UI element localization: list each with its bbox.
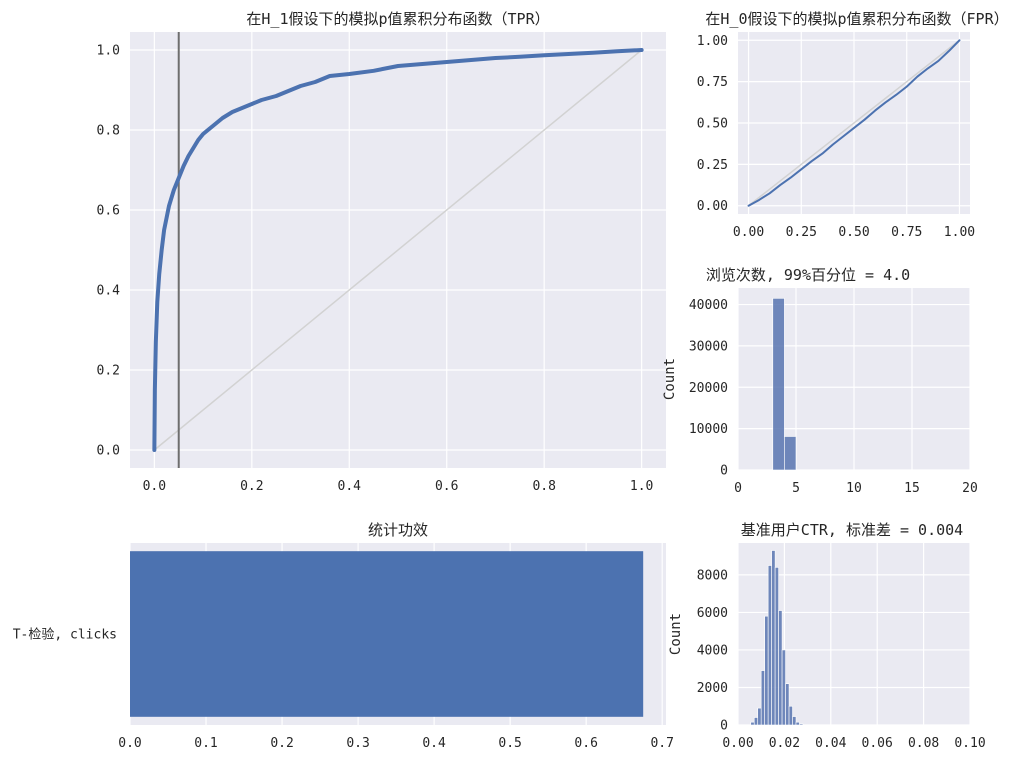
chart-title: 在H_1假设下的模拟p值累积分布函数（TPR） bbox=[246, 10, 549, 28]
histogram-bar bbox=[774, 567, 779, 726]
y-tick-label: 0 bbox=[720, 719, 728, 734]
x-tick-label: 10 bbox=[846, 481, 862, 496]
histogram-bar bbox=[781, 649, 786, 726]
y-axis-label: Count bbox=[662, 358, 678, 400]
x-tick-label: 0.2 bbox=[270, 736, 293, 751]
x-tick-label: 0.1 bbox=[194, 736, 217, 751]
y-axis-label: Count bbox=[668, 613, 684, 655]
chart-title: 基准用户CTR, 标准差 = 0.004 bbox=[741, 521, 963, 539]
chart-title: 浏览次数, 99%百分位 = 4.0 bbox=[706, 266, 910, 284]
y-tick-label: 20000 bbox=[689, 381, 728, 396]
x-tick-label: 1.0 bbox=[630, 479, 653, 494]
x-tick-label: 20 bbox=[962, 481, 978, 496]
y-tick-label: 8000 bbox=[697, 568, 728, 583]
histogram-bar bbox=[764, 615, 769, 726]
y-tick-label: 30000 bbox=[689, 339, 728, 354]
histogram-bar bbox=[772, 298, 785, 471]
x-tick-label: 0.0 bbox=[143, 479, 166, 494]
reference-diagonal-line bbox=[153, 49, 643, 451]
y-tick-label: 10000 bbox=[689, 422, 728, 437]
histogram-bar bbox=[771, 550, 776, 726]
chart-fpr: 在H_0假设下的模拟p值累积分布函数（FPR） 0.00 0.25 0.50 0.75 1… bbox=[697, 10, 1009, 240]
y-tick-label: 1.0 bbox=[97, 44, 120, 59]
chart-ctr: 基准用户CTR, 标准差 = 0.004 0.00 0.02 0.04 0.06 0.08… bbox=[668, 521, 986, 751]
y-tick-label: 4000 bbox=[697, 643, 728, 658]
y-tick-label: 0.00 bbox=[697, 199, 728, 214]
x-tick-label: 0.75 bbox=[891, 225, 922, 240]
x-tick-label: 0.4 bbox=[422, 736, 446, 751]
x-tick-label: 0.2 bbox=[240, 479, 263, 494]
x-tick-label: 0.00 bbox=[733, 225, 764, 240]
x-tick-label: 0.06 bbox=[862, 736, 893, 751]
x-tick-label: 0.04 bbox=[815, 736, 846, 751]
category-label: T-检验, clicks bbox=[13, 627, 117, 643]
x-tick-label: 0.8 bbox=[532, 479, 555, 494]
y-tick-label: 0.75 bbox=[697, 75, 728, 90]
y-tick-label: 0.50 bbox=[697, 117, 728, 132]
chart-title: 在H_0假设下的模拟p值累积分布函数（FPR） bbox=[705, 10, 1008, 28]
histogram-bar bbox=[760, 670, 765, 726]
x-tick-label: 0.50 bbox=[838, 225, 869, 240]
histogram-bar bbox=[792, 716, 797, 726]
power-bar bbox=[130, 551, 644, 717]
chart-views: 浏览次数, 99%百分位 = 4.0 0 5 10 15 20 0 10000 20000 300… bbox=[662, 266, 978, 496]
x-tick-label: 0.10 bbox=[954, 736, 985, 751]
x-tick-label: 15 bbox=[904, 481, 920, 496]
y-tick-label: 40000 bbox=[689, 298, 728, 313]
y-tick-label: 0.6 bbox=[97, 204, 120, 219]
x-tick-label: 0.4 bbox=[338, 479, 362, 494]
chart-power: 统计功效 0.0 0.1 0.2 0.3 0.4 0.5 0.6 0.7 T-检验, clicks bbox=[13, 521, 674, 751]
x-tick-label: 0.7 bbox=[650, 736, 673, 751]
x-tick-label: 0.6 bbox=[435, 479, 458, 494]
x-tick-label: 0 bbox=[734, 481, 742, 496]
histogram-bar bbox=[778, 610, 783, 726]
x-tick-label: 0.5 bbox=[498, 736, 521, 751]
chart-title: 统计功效 bbox=[368, 521, 428, 539]
x-tick-label: 0.02 bbox=[769, 736, 800, 751]
x-tick-label: 0.3 bbox=[346, 736, 369, 751]
y-tick-label: 0 bbox=[720, 464, 728, 479]
x-tick-label: 0.00 bbox=[722, 736, 753, 751]
histogram-bar bbox=[795, 721, 800, 726]
y-tick-label: 6000 bbox=[697, 606, 728, 621]
chart-tpr: 在H_1假设下的模拟p值累积分布函数（TPR） 0.0 0.2 0.4 0.6 0.8 1.… bbox=[97, 10, 666, 494]
histogram-bar bbox=[757, 707, 762, 726]
x-tick-label: 1.00 bbox=[944, 225, 975, 240]
x-tick-label: 0.25 bbox=[786, 225, 817, 240]
histogram-bar bbox=[799, 723, 804, 726]
x-tick-label: 5 bbox=[792, 481, 800, 496]
histogram-bar bbox=[750, 721, 755, 726]
y-tick-label: 1.00 bbox=[697, 34, 728, 49]
histogram-bar bbox=[753, 717, 759, 726]
x-tick-label: 0.08 bbox=[908, 736, 939, 751]
histogram-bar bbox=[785, 683, 790, 726]
y-tick-label: 0.25 bbox=[697, 158, 728, 173]
y-tick-label: 0.0 bbox=[97, 444, 120, 459]
y-tick-label: 0.4 bbox=[97, 284, 121, 299]
histogram-bar bbox=[788, 705, 793, 726]
x-tick-label: 0.6 bbox=[574, 736, 597, 751]
histogram-bar bbox=[784, 436, 797, 471]
y-tick-label: 0.8 bbox=[97, 124, 120, 139]
reference-diagonal-line bbox=[748, 39, 960, 207]
y-tick-label: 0.2 bbox=[97, 364, 120, 379]
y-tick-label: 2000 bbox=[697, 681, 728, 696]
x-tick-label: 0.0 bbox=[118, 736, 141, 751]
histogram-bar bbox=[767, 565, 772, 726]
